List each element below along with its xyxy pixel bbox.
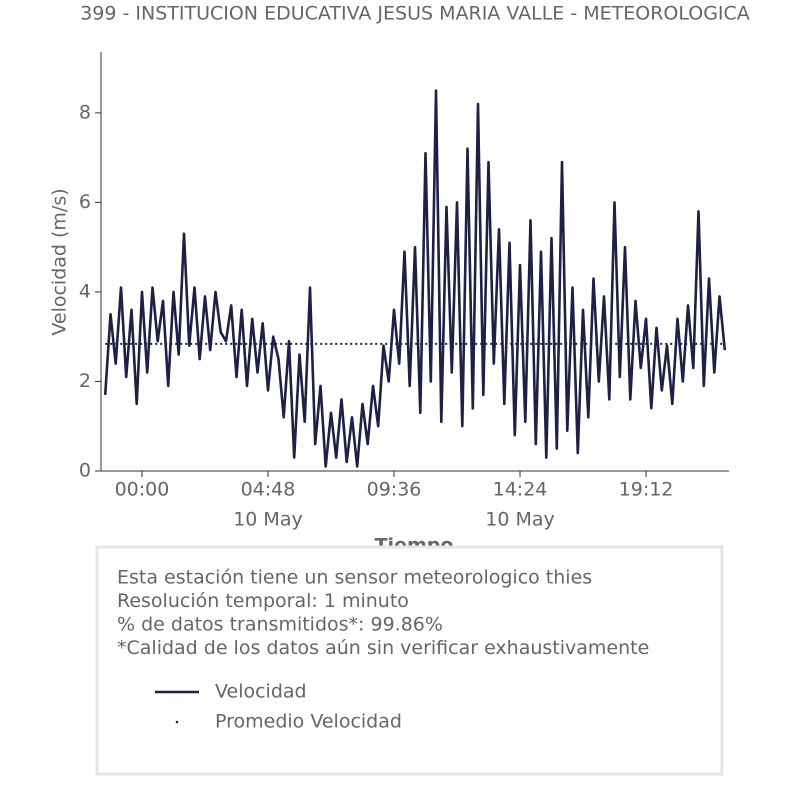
- x-tick-label: 04:48: [241, 479, 296, 501]
- note-line: *Calidad de los datos aún sin verificar …: [117, 637, 649, 659]
- y-tick-label: 4: [79, 280, 91, 302]
- y-tick-label: 2: [79, 370, 91, 392]
- legend-label: Promedio Velocidad: [215, 711, 402, 733]
- note-line: Resolución temporal: 1 minuto: [117, 590, 409, 612]
- x-tick-label: 19:12: [619, 479, 674, 501]
- legend-swatch: [175, 720, 179, 724]
- x-tick-label: 14:24: [493, 479, 548, 501]
- y-axis-label: Velocidad (m/s): [49, 188, 71, 335]
- chart-title: 399 - INSTITUCION EDUCATIVA JESUS MARIA …: [80, 3, 750, 25]
- x-tick-label: 09:36: [367, 479, 422, 501]
- x-date-label: 10 May: [233, 509, 303, 531]
- y-tick-label: 8: [79, 101, 91, 123]
- x-date-label: 10 May: [485, 509, 555, 531]
- legend-label: Velocidad: [215, 681, 307, 703]
- notes: Esta estación tiene un sensor meteorolog…: [117, 567, 649, 733]
- y-tick-label: 6: [79, 191, 91, 213]
- note-line: % de datos transmitidos*: 99.86%: [117, 614, 443, 636]
- series-line: [103, 89, 727, 468]
- legend-box: [95, 545, 724, 776]
- y-tick-label: 0: [79, 460, 91, 482]
- x-tick-label: 00:00: [115, 479, 170, 501]
- plot-area: [103, 89, 727, 468]
- note-line: Esta estación tiene un sensor meteorolog…: [117, 567, 592, 589]
